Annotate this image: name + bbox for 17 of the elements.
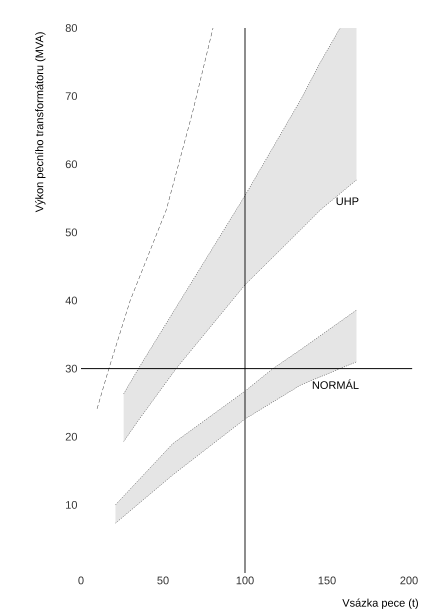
y-tick-label: 40	[65, 296, 78, 304]
y-tick-label: 50	[66, 228, 78, 236]
y-tick-label: 70	[66, 92, 78, 100]
y-tick-label: 80	[66, 24, 78, 32]
x-axis-title: Vsázka pece (t)	[342, 598, 418, 609]
y-tick-label: 30	[66, 364, 78, 373]
x-tick-label: 150	[318, 576, 336, 584]
y-tick-label: 20	[66, 432, 78, 441]
x-tick-label: 100	[236, 576, 254, 584]
series-label: NORMÁL	[312, 379, 359, 389]
x-tick-label: 50	[157, 576, 169, 584]
y-tick-label: 60	[66, 160, 78, 168]
y-tick-label: 10	[66, 500, 78, 509]
y-axis-title: Výkon pecního transformátoru (MVA)	[35, 32, 46, 212]
series-label: UHP	[336, 197, 358, 206]
x-tick-label: 0	[78, 576, 84, 584]
x-tick-label: 200	[400, 576, 418, 584]
